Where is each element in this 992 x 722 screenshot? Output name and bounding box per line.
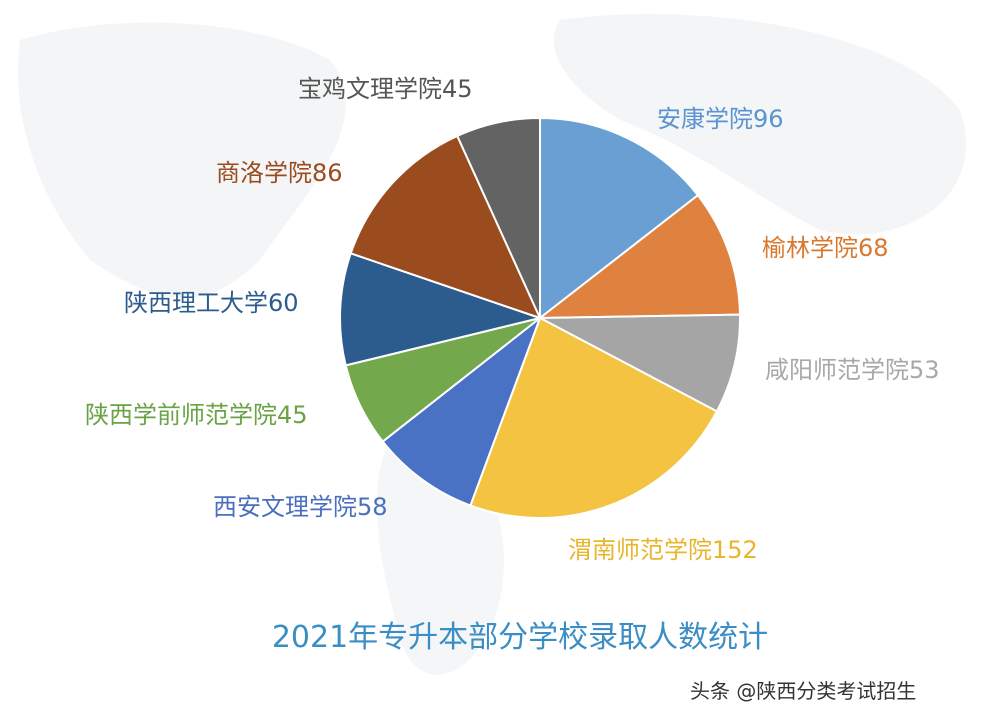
slice-label: 安康学院96	[657, 105, 784, 133]
pie-slice	[339, 252, 544, 367]
pie-slice	[381, 315, 543, 507]
pie-slice	[537, 193, 741, 320]
pie-slice	[539, 116, 700, 321]
slice-label: 陕西理工大学60	[124, 289, 299, 317]
slice-label: 渭南师范学院152	[568, 536, 758, 564]
slice-label: 宝鸡文理学院45	[298, 75, 473, 103]
slice-label: 商洛学院86	[216, 159, 343, 187]
slice-label: 榆林学院68	[762, 234, 889, 262]
chart-title: 2021年专升本部分学校录取人数统计	[271, 620, 769, 655]
pie-slice	[539, 313, 741, 413]
pie-slice	[455, 116, 541, 319]
slice-label: 陕西学前师范学院45	[85, 401, 308, 429]
pie-slice	[469, 316, 719, 519]
slice-label: 西安文理学院58	[213, 493, 388, 521]
watermark: 头条 @陕西分类考试招生	[690, 679, 917, 703]
pie-slice	[349, 134, 542, 320]
slice-label: 咸阳师范学院53	[765, 356, 940, 384]
